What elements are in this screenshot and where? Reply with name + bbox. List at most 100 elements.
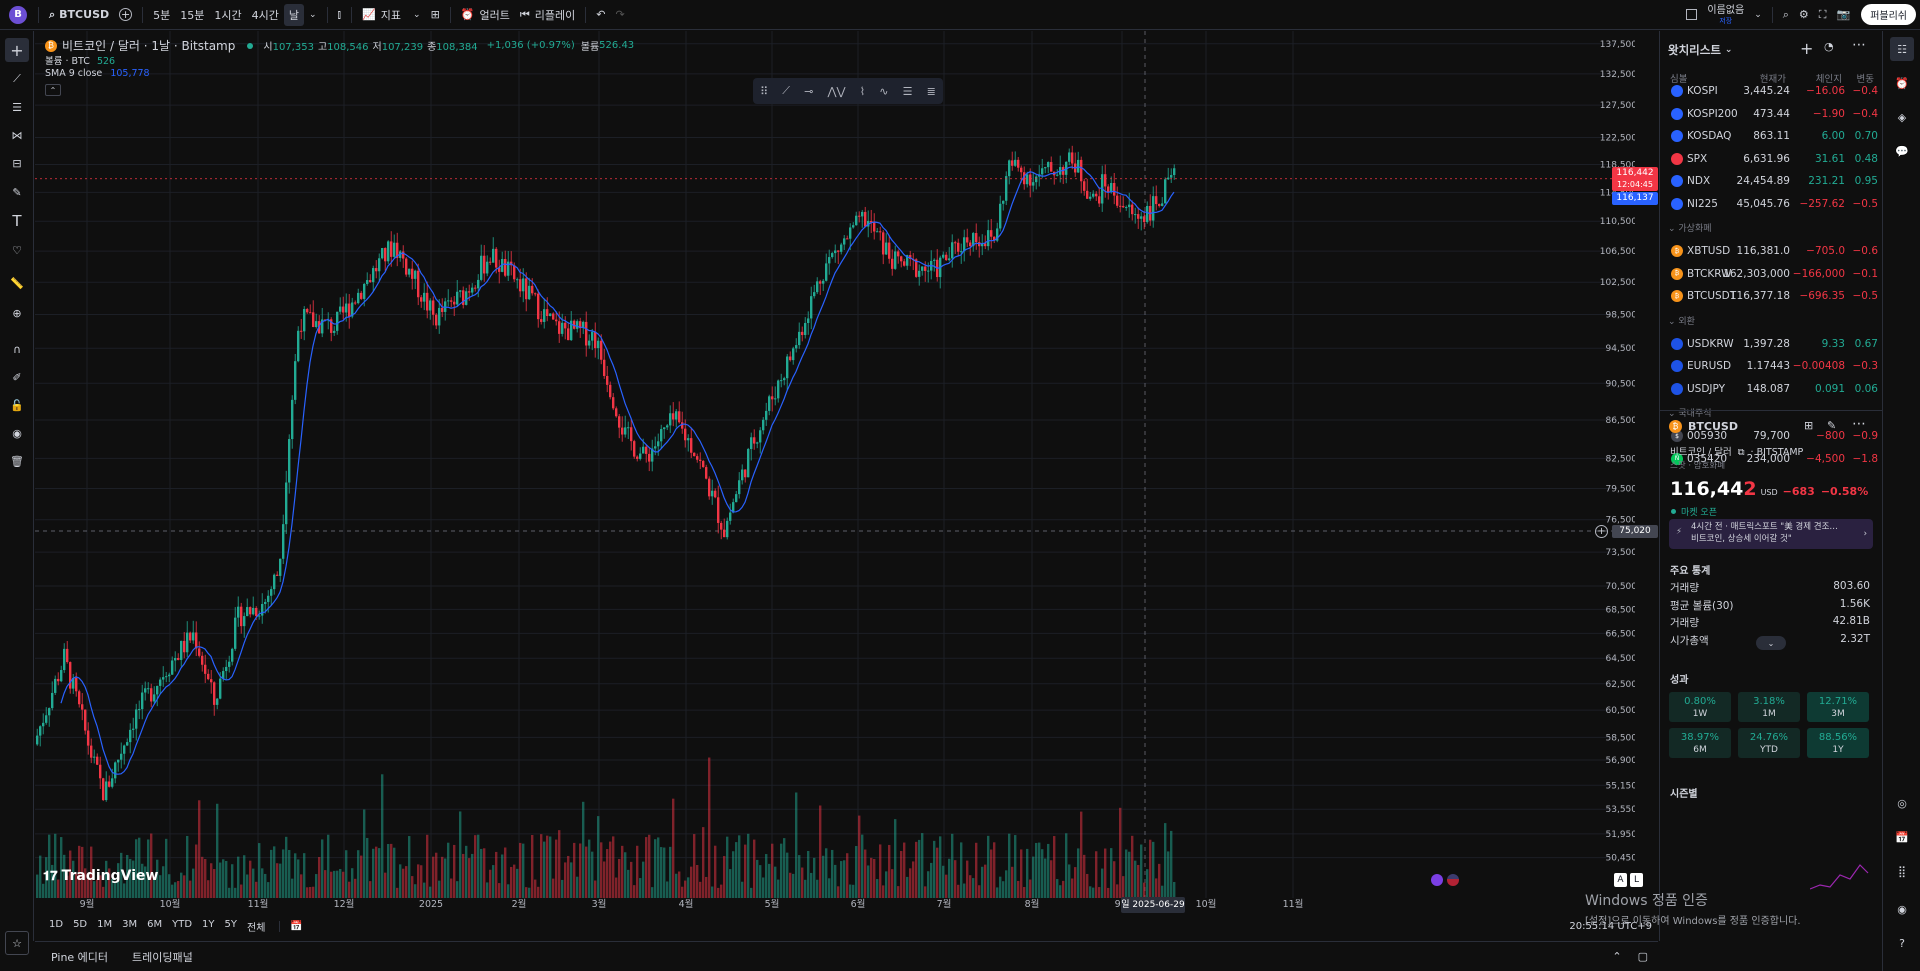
edit-icon[interactable]: ✎ xyxy=(1827,419,1837,432)
maximize-icon[interactable]: ▢ xyxy=(1637,950,1648,963)
quick-search-button[interactable]: ⌕ xyxy=(1778,4,1794,26)
legend-title[interactable]: 비트코인 / 달러 · 1날 · Bitstamp xyxy=(62,39,236,53)
interval-dropdown[interactable]: ⌄ xyxy=(304,4,322,26)
apps-toggle[interactable]: ⣿ xyxy=(1890,859,1914,883)
zoom-tool[interactable]: ⊕ xyxy=(5,301,29,325)
add-symbol-icon[interactable]: + xyxy=(1800,39,1814,58)
chevron-up-icon[interactable]: ⌃ xyxy=(1612,950,1622,963)
col-last[interactable]: 현재가 xyxy=(1759,74,1786,85)
range-전체[interactable]: 전체 xyxy=(247,922,266,934)
time-display[interactable]: 20:55:14 UTC+9 xyxy=(1569,920,1652,932)
interval-1h[interactable]: 1시간 xyxy=(214,8,242,22)
line-icon[interactable]: ⟋ xyxy=(782,84,790,97)
interval-4h[interactable]: 4시간 xyxy=(251,8,279,22)
crosshair-tool[interactable]: + xyxy=(5,38,29,62)
fib-tool[interactable]: ☰ xyxy=(5,95,29,119)
brush-tool[interactable]: ✎ xyxy=(5,180,29,204)
fullscreen-button[interactable]: ⛶ xyxy=(1814,4,1832,26)
magnet-tool[interactable]: ∩ xyxy=(5,337,29,361)
tradingview-logo[interactable]: 𝟏𝟕 TradingView xyxy=(43,868,158,884)
date-range-icon[interactable]: 📅 xyxy=(279,920,303,932)
watchlist-section[interactable]: ⌄ 국내주식 xyxy=(1668,409,1712,419)
watchlist-row[interactable]: N 035420 234,000 −4,500 −1.8 xyxy=(1660,448,1882,470)
layout-dropdown[interactable]: ⌄ xyxy=(1749,4,1767,26)
stay-drawing-tool[interactable]: ✐ xyxy=(5,365,29,389)
hide-tool[interactable]: ◉ xyxy=(5,421,29,445)
streams-toggle[interactable]: ◉ xyxy=(1890,897,1914,921)
calendar-toggle[interactable]: 📅 xyxy=(1890,825,1914,849)
interval-5m[interactable]: 5분 xyxy=(153,8,171,22)
chat-toggle[interactable]: 💬 xyxy=(1890,139,1914,163)
watchlist-toggle[interactable]: ☷ xyxy=(1890,37,1914,61)
publish-button[interactable]: 퍼블리쉬 xyxy=(1861,4,1916,25)
range-1D[interactable]: 1D xyxy=(49,918,64,930)
col-symbol[interactable]: 심볼 xyxy=(1670,74,1688,85)
range-5D[interactable]: 5D xyxy=(73,918,88,930)
us-flag-icon[interactable] xyxy=(1447,874,1459,886)
watchlist-row[interactable]: SPX 6,631.96 31.61 0.48 xyxy=(1660,148,1882,170)
watchlist-row[interactable]: KOSDAQ 863.11 6.00 0.70 xyxy=(1660,125,1882,147)
horizontal-ray-icon[interactable]: ⊸ xyxy=(804,84,814,98)
watchlist-row[interactable]: $005930 79,700 −800 −0.9 xyxy=(1660,425,1882,447)
range-YTD[interactable]: YTD xyxy=(172,918,193,930)
layouts-button[interactable]: ⊞ xyxy=(426,4,445,26)
watchlist-row[interactable]: KOSPI200 473.44 −1.90 −0.4 xyxy=(1660,103,1882,125)
indicators-button[interactable]: 📈 지표 ⌄ xyxy=(357,4,426,26)
chevron-down-icon[interactable]: ⌄ xyxy=(1724,45,1733,55)
interval-1d[interactable]: 날 xyxy=(283,3,304,26)
watchlist-row[interactable]: ₿ BTCKRW 162,303,000 −166,000 −0.1 xyxy=(1660,263,1882,285)
ideas-toggle[interactable]: ◎ xyxy=(1890,791,1914,815)
trendline-tool[interactable]: ⟋ xyxy=(5,67,29,91)
layout-name-button[interactable]: 이름없음 저장 xyxy=(1702,4,1749,26)
measure-tool[interactable]: 📏 xyxy=(5,271,29,295)
col-change[interactable]: 체인지 xyxy=(1815,74,1842,85)
help-toggle[interactable]: ? xyxy=(1890,931,1914,955)
range-1Y[interactable]: 1Y xyxy=(202,918,215,930)
sma-legend[interactable]: SMA 9 close 105,778 xyxy=(45,68,150,79)
watchlist-title[interactable]: 왓치리스트 xyxy=(1668,43,1721,57)
symbol-search[interactable]: ⌕ BTCUSD xyxy=(44,4,114,26)
perf-cell-1Y[interactable]: 88.56% 1Y xyxy=(1807,728,1869,758)
snapshot-button[interactable]: 📷 xyxy=(1831,4,1855,26)
layout-checkbox[interactable] xyxy=(1681,4,1702,26)
range-3M[interactable]: 3M xyxy=(122,918,138,930)
wave-icon[interactable]: ∿ xyxy=(879,84,889,98)
watchlist-row[interactable]: NI225 45,045.76 −257.62 −0.5 xyxy=(1660,193,1882,215)
news-card[interactable]: ⚡ 4시간 전 · 매트릭스포트 "美 경제 견조… 비트코인, 상승세 이어갈… xyxy=(1669,519,1873,549)
pattern-tool[interactable]: ⋈ xyxy=(5,123,29,147)
perf-cell-3M[interactable]: 12.71% 3M xyxy=(1807,692,1869,722)
watchlist-row[interactable]: USDKRW 1,397.28 9.33 0.67 xyxy=(1660,333,1882,355)
watchlist-row[interactable]: EURUSD 1.17443 −0.00408 −0.3 xyxy=(1660,355,1882,377)
range-6M[interactable]: 6M xyxy=(147,918,163,930)
grid-icon[interactable]: ⊞ xyxy=(1804,419,1814,432)
alerts-toggle[interactable]: ⏰ xyxy=(1890,71,1914,95)
log-scale-button[interactable]: L xyxy=(1630,873,1643,887)
tab-pine-editor[interactable]: Pine 에디터 xyxy=(51,950,109,964)
expand-stats-button[interactable]: ⌄ xyxy=(1756,636,1786,650)
events-icon[interactable] xyxy=(1431,874,1443,886)
col-pct[interactable]: 변동 xyxy=(1856,74,1874,85)
more-icon[interactable]: ⋯ xyxy=(1852,416,1866,432)
settings-lines-icon[interactable]: ≣ xyxy=(926,84,936,98)
collapse-legend-button[interactable]: ⌃ xyxy=(45,84,61,96)
perf-cell-YTD[interactable]: 24.76% YTD xyxy=(1738,728,1800,758)
user-avatar[interactable]: B xyxy=(9,5,27,24)
price-chart[interactable]: 137,500132,500127,500122,500118,500114,5… xyxy=(35,31,1635,911)
detail-symbol[interactable]: BTCUSD xyxy=(1688,420,1738,433)
settings-button[interactable]: ⚙ xyxy=(1794,4,1814,26)
object-tree-toggle[interactable]: ◈ xyxy=(1890,105,1914,129)
drag-handle-icon[interactable]: ⠿ xyxy=(760,84,769,98)
watchlist-row[interactable]: KOSPI 3,445.24 −16.06 −0.4 xyxy=(1660,80,1882,102)
redo-button[interactable]: ↷ xyxy=(610,4,629,26)
undo-button[interactable]: ↶ xyxy=(591,4,610,26)
icon-tool[interactable]: ♡ xyxy=(5,238,29,262)
fib-icon[interactable]: ☰ xyxy=(902,84,913,98)
elliott-icon[interactable]: ⌇ xyxy=(859,84,866,98)
perf-cell-1M[interactable]: 3.18% 1M xyxy=(1738,692,1800,722)
xabcd-icon[interactable]: ⋀⋁ xyxy=(827,84,846,98)
range-1M[interactable]: 1M xyxy=(97,918,113,930)
interval-15m[interactable]: 15분 xyxy=(180,8,205,22)
remove-tool[interactable]: 🗑 xyxy=(5,449,29,473)
perf-cell-1W[interactable]: 0.80% 1W xyxy=(1669,692,1731,722)
watchlist-section[interactable]: ⌄ 외환 xyxy=(1668,316,1695,327)
